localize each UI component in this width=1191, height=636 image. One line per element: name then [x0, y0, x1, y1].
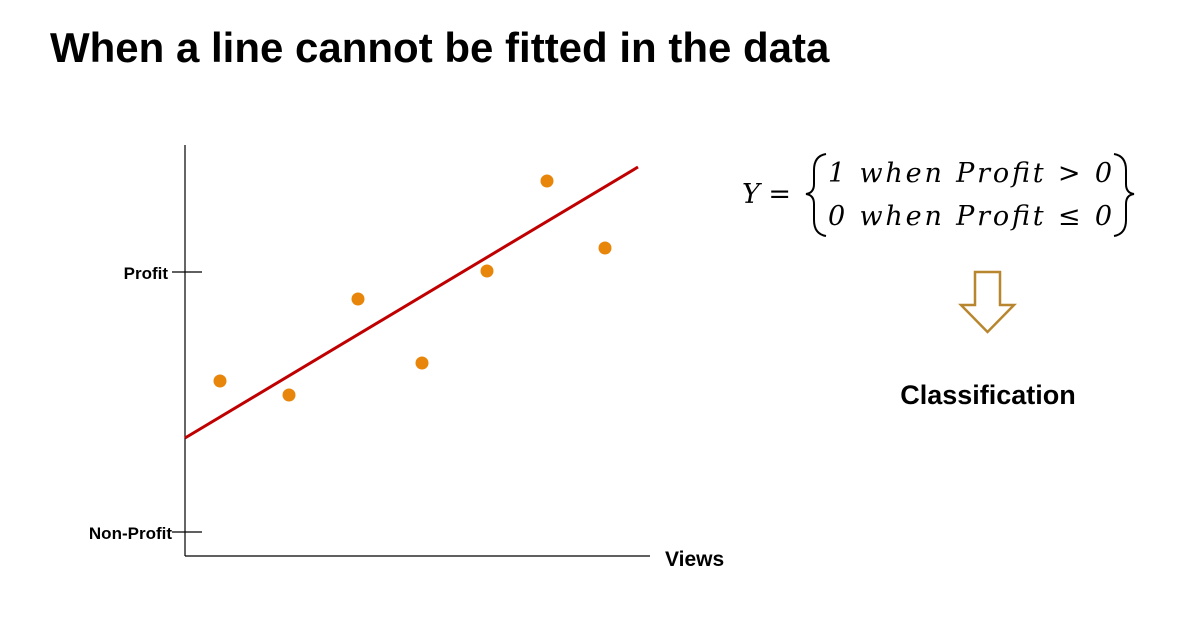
point: [213, 374, 227, 388]
formula-lhs: Y =: [742, 179, 791, 210]
point: [540, 174, 554, 188]
result-label: Classification: [900, 380, 1076, 410]
points: [213, 174, 612, 402]
title: When a line cannot be fitted in the data: [50, 24, 830, 71]
brace: [1113, 153, 1135, 237]
down-arrow: [958, 270, 1017, 334]
point: [351, 292, 365, 306]
y-label: Profit: [124, 264, 169, 283]
x-label: Views: [665, 548, 724, 571]
point: [480, 264, 494, 278]
point: [282, 388, 296, 402]
fit-line: [184, 165, 639, 440]
point: [598, 241, 612, 255]
formula-case: 0 when Profit ≤ 0: [828, 201, 1112, 232]
point: [415, 356, 429, 370]
y-label: Non-Profit: [89, 524, 172, 543]
formula-case: 1 when Profit > 0: [828, 158, 1112, 189]
brace: [805, 153, 827, 237]
